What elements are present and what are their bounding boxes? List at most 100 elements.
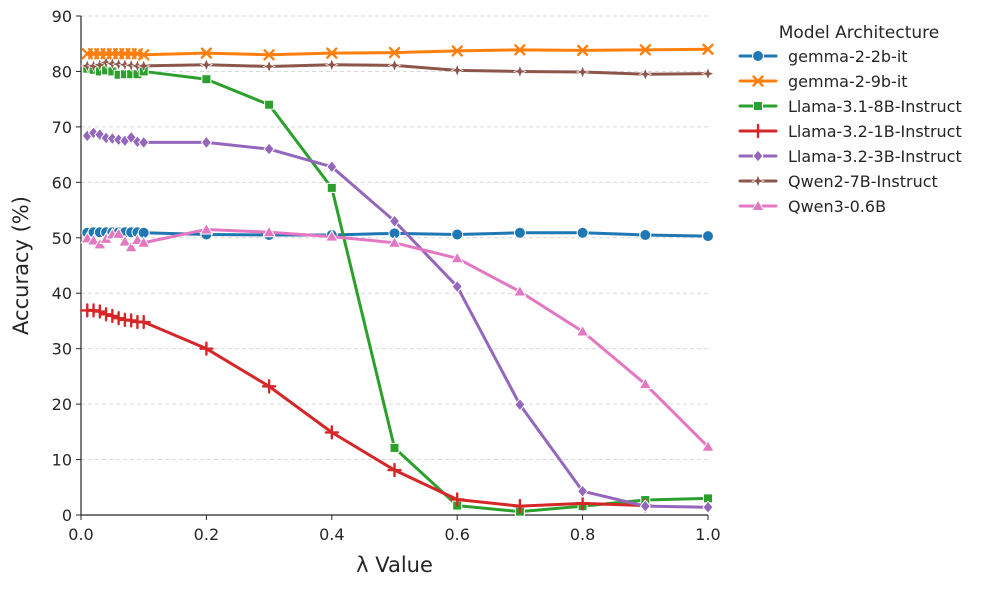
data-point-llama-3-2-3b-instruct <box>326 160 338 174</box>
tick-labels: 0 10 20 30 40 50 60 70 80 90 0.0 0.2 0.4 0.6 0.8 1.0 <box>52 7 721 544</box>
data-point-gemma-2-9b-it <box>514 44 526 56</box>
data-point-llama-3-2-1b-instruct <box>575 496 590 511</box>
y-tick-label: 50 <box>52 229 72 248</box>
data-point-llama-3-2-1b-instruct-stroke <box>123 313 139 328</box>
data-point-llama-3-2-1b-instruct-stroke <box>261 379 277 394</box>
data-point-gemma-2-9b-it <box>702 43 714 55</box>
data-point-qwen2-7b-instruct <box>124 58 138 73</box>
legend-item-llama-3-1-8b-instruct: Llama-3.1-8B-Instruct <box>738 97 962 116</box>
data-point-qwen3-0-6b <box>513 284 527 297</box>
data-point-qwen3-0-6b <box>199 222 214 235</box>
data-point-qwen3-0-6b <box>262 225 276 238</box>
series-gemma-2-9b-it <box>81 43 714 61</box>
data-point-gemma-2-2b-it <box>639 229 652 242</box>
legend-label: gemma-2-2b-it <box>788 47 908 66</box>
data-point-llama-3-2-3b-instruct <box>138 135 150 150</box>
series-qwen2-7b-instruct <box>80 55 715 82</box>
data-point-llama-3-2-1b-instruct-stroke <box>512 498 528 514</box>
data-point-llama-3-2-1b-instruct <box>261 379 277 394</box>
data-point-llama-3-2-3b-instruct <box>639 499 651 513</box>
data-point-gemma-2-9b-it-stroke <box>326 47 338 59</box>
legend-swatch-marker <box>752 75 764 87</box>
legend-swatch-marker <box>751 198 765 211</box>
data-point-gemma-2-9b-it <box>200 47 213 59</box>
x-tick-label: 0.8 <box>570 525 595 544</box>
legend-label: Qwen2-7B-Instruct <box>788 172 938 191</box>
legend-label: Llama-3.2-1B-Instruct <box>788 122 962 141</box>
data-point-llama-3-2-1b-instruct <box>136 314 151 330</box>
data-point-gemma-2-9b-it-stroke <box>388 46 401 59</box>
data-point-gemma-2-9b-it <box>639 44 651 56</box>
y-tick-label: 20 <box>52 395 72 414</box>
data-point-qwen2-7b-instruct <box>450 63 465 78</box>
y-tick-label: 80 <box>52 62 72 81</box>
data-point-qwen3-0-6b <box>136 235 151 248</box>
data-point-llama-3-2-1b-instruct-stroke <box>575 496 590 511</box>
series-qwen3-0-6b <box>80 222 715 452</box>
data-point-qwen2-7b-instruct <box>324 57 339 72</box>
x-tick-label: 0.6 <box>444 525 469 544</box>
data-point-llama-3-2-1b-instruct <box>512 498 528 514</box>
data-point-qwen2-7b-instruct <box>638 67 653 82</box>
data-point-gemma-2-2b-it <box>451 228 464 241</box>
data-point-gemma-2-9b-it-stroke <box>639 44 651 56</box>
data-point-llama-3-1-8b-instruct <box>201 74 212 85</box>
series-lines <box>80 43 715 517</box>
legend-swatch-marker <box>753 101 763 111</box>
axes <box>80 16 708 516</box>
data-point-llama-3-1-8b-instruct <box>264 99 275 110</box>
data-point-qwen3-0-6b <box>701 439 715 452</box>
data-point-qwen2-7b-instruct <box>99 55 113 70</box>
legend-swatch-marker <box>751 174 765 188</box>
legend-title: Model Architecture <box>779 23 940 43</box>
data-point-qwen2-7b-instruct <box>387 58 402 73</box>
data-point-qwen2-7b-instruct <box>136 59 151 73</box>
y-tick-label: 70 <box>52 118 72 137</box>
y-tick-label: 40 <box>52 284 72 303</box>
data-point-gemma-2-9b-it-stroke <box>200 47 213 59</box>
legend-swatch-marker-stroke <box>752 75 764 87</box>
data-point-gemma-2-2b-it <box>702 230 714 243</box>
data-point-qwen3-0-6b <box>86 233 101 246</box>
data-point-llama-3-2-1b-instruct-stroke <box>387 462 402 478</box>
legend-label: Llama-3.2-3B-Instruct <box>788 147 962 166</box>
series-llama-3-1-8b-instruct <box>82 63 713 517</box>
y-tick-label: 0 <box>62 506 72 525</box>
data-point-gemma-2-9b-it-stroke <box>451 45 463 57</box>
data-point-llama-3-2-1b-instruct-stroke <box>450 492 465 507</box>
data-point-llama-3-1-8b-instruct <box>389 442 400 453</box>
data-point-gemma-2-9b-it-stroke <box>576 44 589 57</box>
data-point-llama-3-2-1b-instruct <box>98 307 114 322</box>
data-point-gemma-2-9b-it <box>326 47 338 59</box>
data-point-gemma-2-9b-it <box>138 49 150 61</box>
data-point-gemma-2-9b-it <box>576 44 589 57</box>
data-point-qwen3-0-6b <box>575 324 590 337</box>
x-tick-label: 1.0 <box>695 525 720 544</box>
data-point-llama-3-2-1b-instruct <box>123 313 139 328</box>
data-point-llama-3-2-1b-instruct-stroke <box>98 307 114 322</box>
data-point-llama-3-2-1b-instruct <box>105 308 120 324</box>
data-point-gemma-2-9b-it <box>263 49 275 61</box>
data-point-qwen2-7b-instruct <box>105 56 120 71</box>
data-point-llama-3-2-1b-instruct <box>199 341 214 356</box>
data-point-gemma-2-9b-it-stroke <box>263 49 275 61</box>
data-point-llama-3-2-3b-instruct <box>388 214 401 228</box>
series-llama-3-2-3b-instruct <box>81 126 714 515</box>
data-point-qwen2-7b-instruct <box>701 66 715 81</box>
y-tick-label: 60 <box>52 173 72 192</box>
y-axis-title: Accuracy (%) <box>9 196 33 335</box>
x-tick-label: 0.0 <box>68 525 93 544</box>
data-point-llama-3-2-1b-instruct <box>324 425 339 440</box>
series-gemma-2-2b-it <box>81 226 714 243</box>
data-point-qwen2-7b-instruct <box>118 57 132 72</box>
data-point-qwen2-7b-instruct <box>575 65 590 79</box>
data-point-gemma-2-9b-it <box>451 45 463 57</box>
legend-swatch-marker <box>752 50 764 62</box>
data-point-llama-3-2-3b-instruct <box>514 397 526 412</box>
data-point-llama-3-2-1b-instruct <box>450 492 465 507</box>
data-point-qwen2-7b-instruct <box>111 57 126 72</box>
data-point-qwen3-0-6b <box>111 226 126 239</box>
data-point-qwen3-0-6b <box>638 377 653 390</box>
data-point-llama-3-1-8b-instruct <box>326 182 337 193</box>
